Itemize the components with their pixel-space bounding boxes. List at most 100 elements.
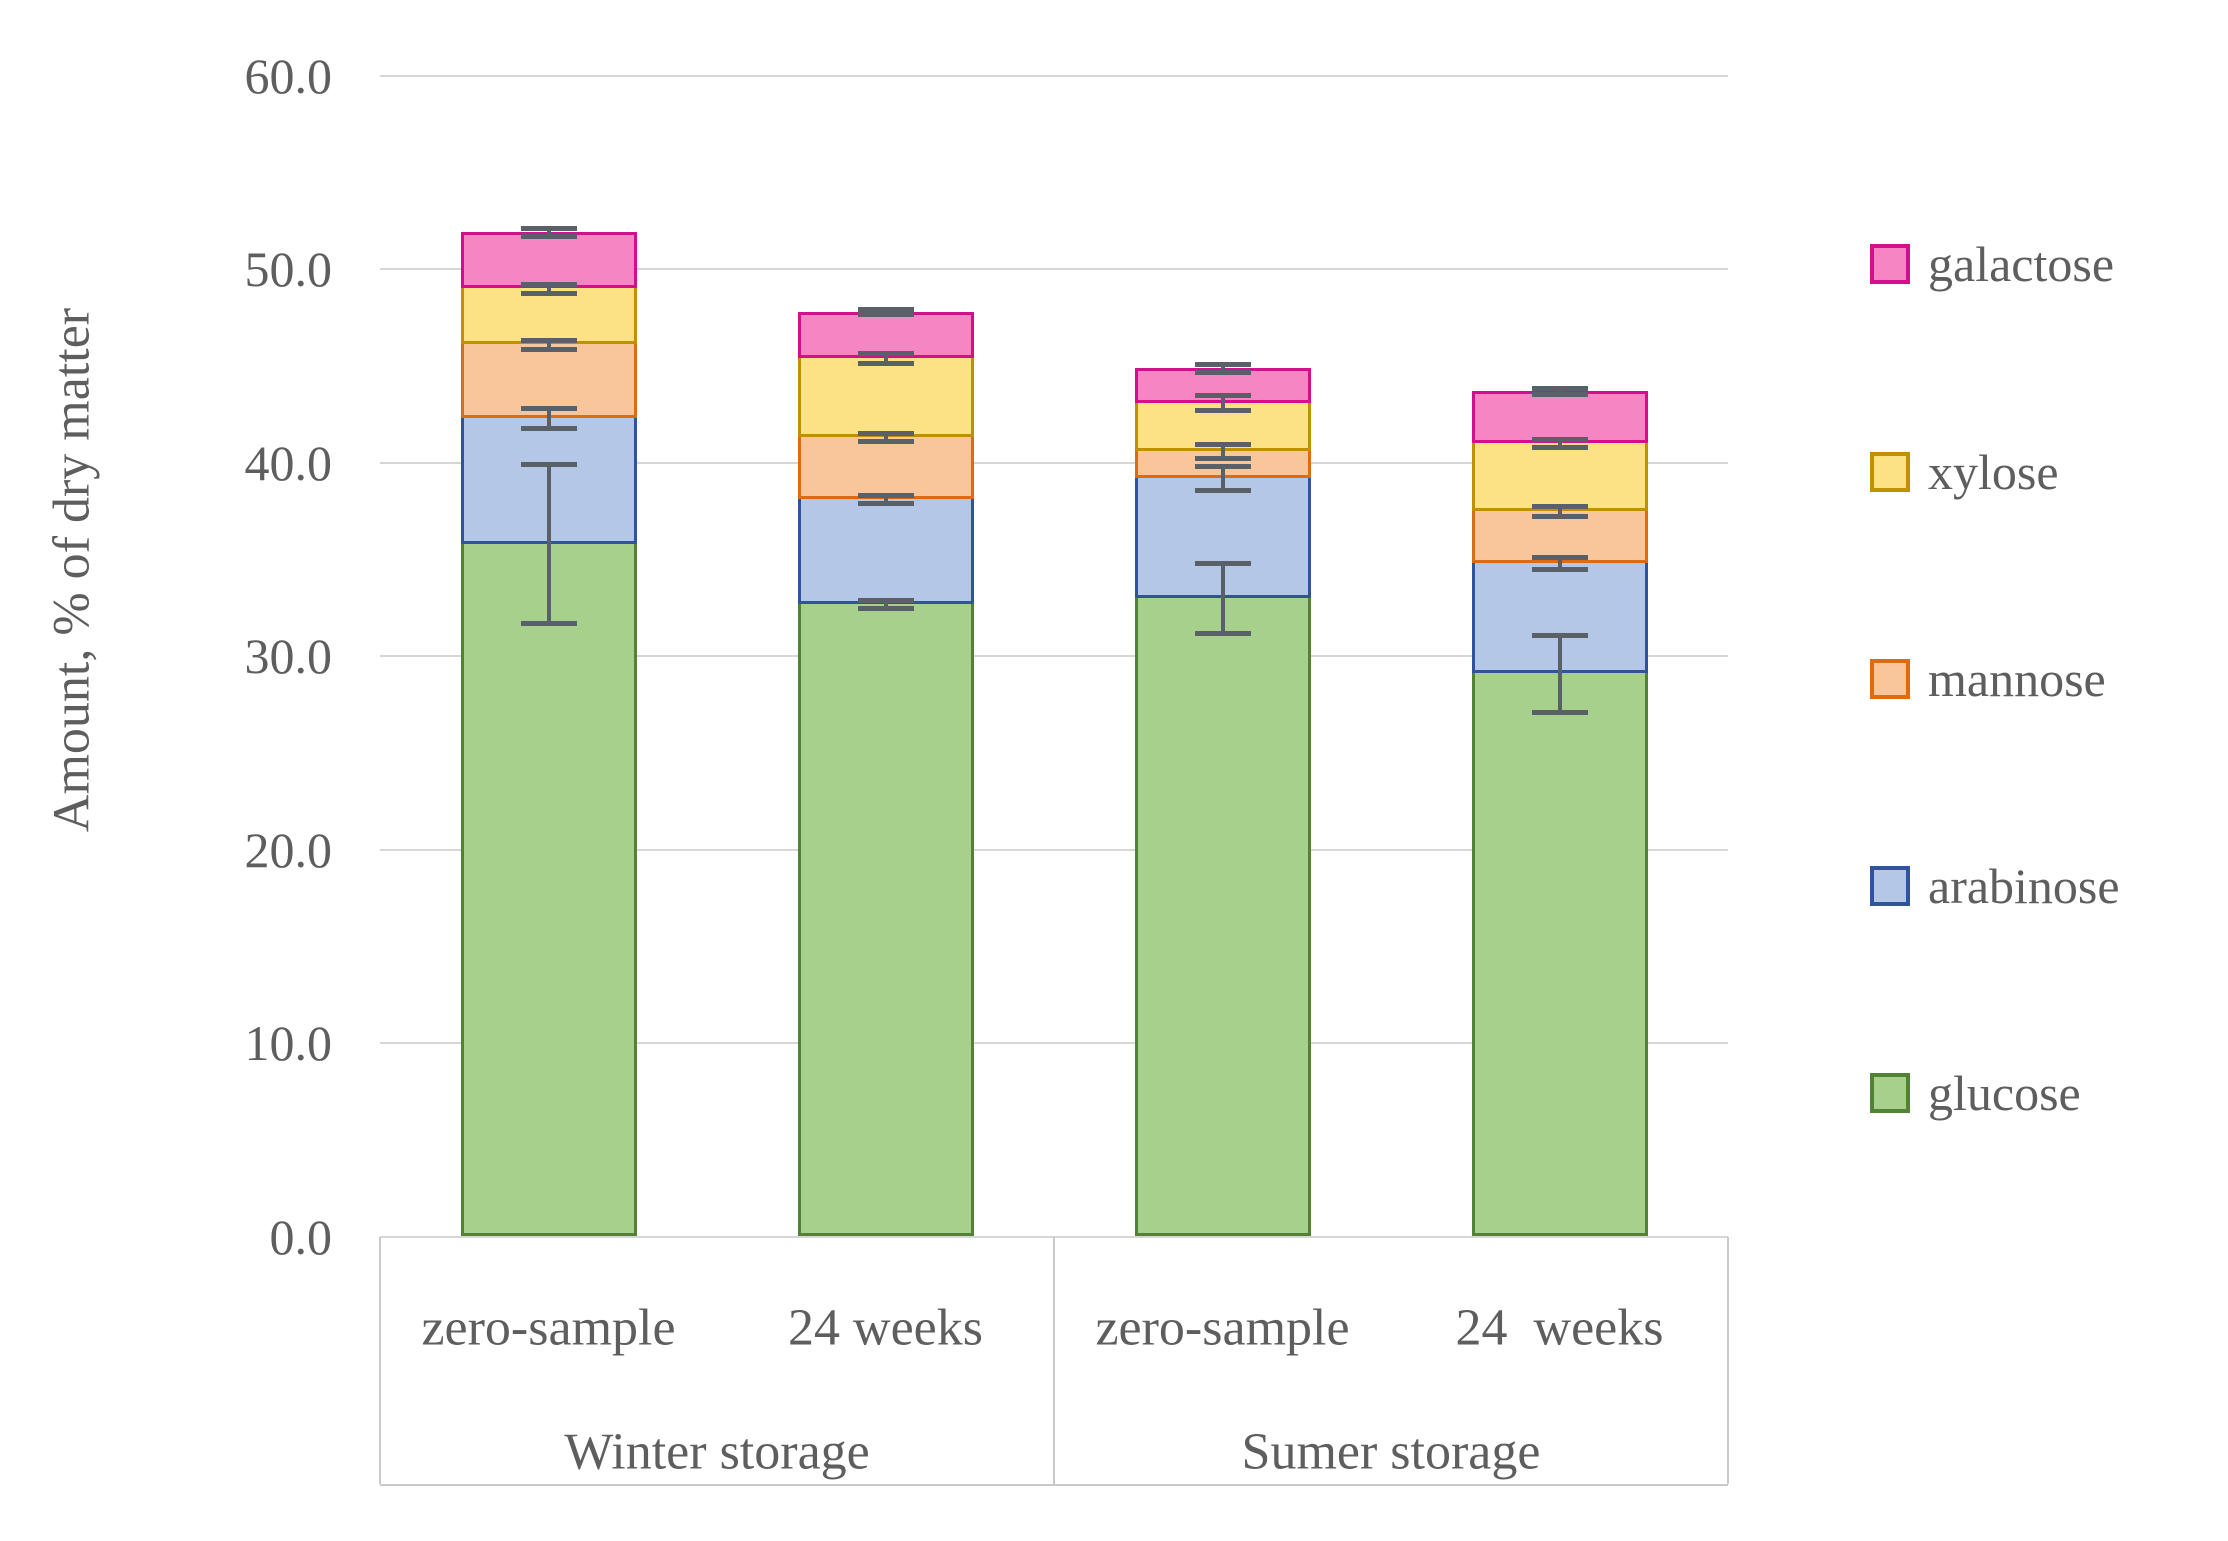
bar-segment-glucose [460,543,637,1237]
legend-swatch-mannose [1870,659,1910,699]
error-bar-cap-bottom [1194,487,1251,493]
error-bar-line-glucose [883,599,888,608]
legend-swatch-arabinose [1870,866,1910,906]
y-tick-label: 30.0 [244,628,333,684]
error-bar-cap-bottom [1194,455,1251,461]
y-axis-title: Amount, % of dry matter [43,307,101,833]
error-bar-cap-bottom [857,360,914,366]
error-bar-cap-bottom [1531,391,1588,397]
error-bar-cap-bottom [1194,369,1251,375]
error-bar-line-mannose [1557,506,1562,516]
legend-item-xylose: xylose [1870,444,2059,500]
error-bar-line-glucose [1557,634,1562,713]
group-label: Sumer storage [1241,1423,1541,1481]
error-bar-line-xylose [1220,394,1225,411]
error-bar-cap-top [857,431,914,437]
bar-segment-xylose [1471,443,1648,511]
group-divider-line [1053,1236,1055,1484]
error-bar-cap-bottom [520,291,577,297]
legend-swatch-glucose [1870,1073,1910,1113]
gridline [380,461,1728,464]
error-bar-cap-top [857,597,914,603]
gridline [380,655,1728,657]
error-bar-line-galactose [546,228,551,237]
error-bar-cap-bottom [1531,513,1588,519]
error-bar-cap-top [1531,437,1588,443]
error-bar-cap-bottom [520,621,577,627]
bar-segment-galactose [460,232,637,289]
error-bar-cap-top [1531,632,1588,638]
error-bar-cap-top [1531,555,1588,561]
legend-swatch-galactose [1870,244,1910,284]
error-bar-cap-top [1194,442,1251,448]
band-border-line [379,1236,381,1484]
error-bar-line-xylose [883,353,888,363]
error-bar-cap-top [520,281,577,287]
gridline [380,1042,1728,1044]
error-bar-line-glucose [546,464,551,624]
error-bar-cap-top [1194,361,1251,367]
bar-segment-glucose [1471,673,1648,1237]
bar-segment-glucose [1134,597,1311,1237]
error-bar-line-galactose [1220,363,1225,372]
category-label: zero-sample [421,1299,676,1357]
legend-label-galactose: galactose [1928,236,2115,292]
legend-item-glucose: glucose [1870,1065,2081,1121]
group-label: Winter storage [564,1423,870,1481]
error-bar-line-mannose [883,433,888,442]
category-label: 24 weeks [788,1299,983,1357]
error-bar-cap-bottom [857,605,914,611]
gridline [380,74,1728,77]
category-label: zero-sample [1095,1299,1350,1357]
error-bar-line-mannose [546,339,551,350]
error-bar-cap-bottom [520,425,577,431]
y-tick-label: 20.0 [244,821,333,878]
error-bar-line-arabinose [546,408,551,428]
gridline [380,848,1728,851]
error-bar-cap-bottom [857,501,914,507]
y-tick-label: 0.0 [269,1208,333,1265]
error-bar-cap-top [520,406,577,412]
bar-segment-arabinose [797,499,974,604]
bar-segment-xylose [460,288,637,345]
error-bar-line-arabinose [1557,557,1562,569]
y-tick-label: 60.0 [244,47,333,104]
error-bar-cap-bottom [520,347,577,353]
error-bar-cap-bottom [857,312,914,318]
error-bar-cap-top [1194,392,1251,398]
bar-segment-glucose [797,603,974,1237]
band-border-line [1727,1236,1729,1484]
error-bar-line-xylose [1557,439,1562,447]
legend-label-mannose: mannose [1928,651,2106,707]
legend-label-arabinose: arabinose [1928,858,2120,914]
error-bar-cap-top [1531,386,1588,391]
error-bar-cap-top [520,462,577,468]
error-bar-cap-top [857,493,914,499]
error-bar-cap-top [857,306,914,312]
error-bar-cap-top [1194,561,1251,567]
error-bar-cap-top [520,226,577,232]
error-bar-cap-bottom [1194,408,1251,414]
error-bar-cap-top [1194,464,1251,470]
error-bar-line-glucose [1220,563,1225,633]
bar-segment-mannose [797,437,974,500]
legend-swatch-xylose [1870,452,1910,492]
error-bar-cap-bottom [1194,630,1251,636]
error-bar-line-mannose [1220,444,1225,458]
error-bar-cap-bottom [520,234,577,240]
legend-label-xylose: xylose [1928,444,2059,500]
bar-segment-xylose [797,358,974,438]
error-bar-cap-top [857,351,914,357]
error-bar-cap-bottom [1531,445,1588,451]
legend-item-mannose: mannose [1870,651,2106,707]
error-bar-cap-bottom [1531,566,1588,572]
error-bar-line-arabinose [883,495,888,504]
error-bar-cap-top [1531,504,1588,510]
legend-item-galactose: galactose [1870,236,2114,292]
error-bar-line-arabinose [1220,466,1225,490]
legend-label-glucose: glucose [1928,1065,2081,1121]
bar-segment-galactose [1471,390,1648,444]
error-bar-line-xylose [546,283,551,294]
y-tick-label: 50.0 [244,241,333,297]
